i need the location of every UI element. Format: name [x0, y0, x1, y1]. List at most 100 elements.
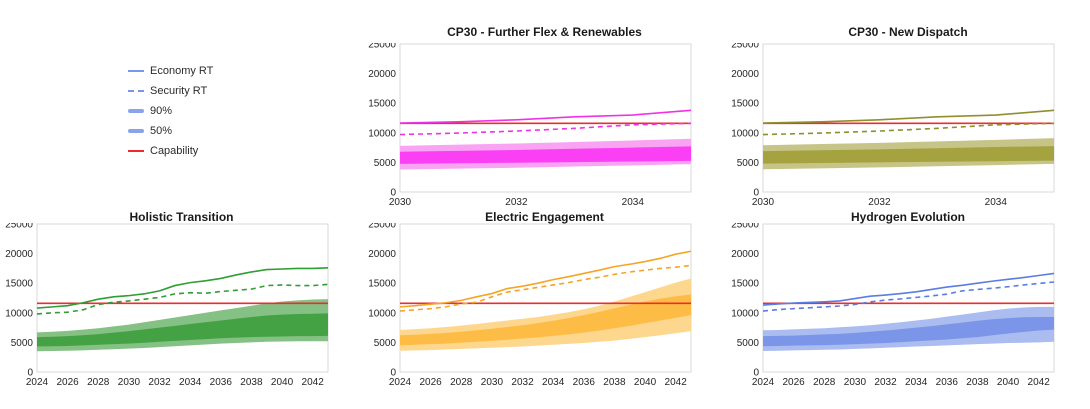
- svg-text:20000: 20000: [731, 249, 759, 260]
- svg-text:5000: 5000: [374, 338, 397, 349]
- svg-text:2028: 2028: [813, 377, 836, 388]
- svg-text:2028: 2028: [87, 377, 110, 388]
- svg-text:2034: 2034: [179, 377, 202, 388]
- svg-text:0: 0: [753, 188, 759, 199]
- svg-text:2040: 2040: [634, 377, 657, 388]
- legend-item-security-rt: Security RT: [128, 81, 213, 101]
- svg-text:5000: 5000: [11, 338, 34, 349]
- chart-title: CP30 - New Dispatch: [848, 25, 968, 39]
- svg-text:5000: 5000: [737, 158, 760, 169]
- svg-text:2026: 2026: [783, 377, 806, 388]
- chart-cell-electric-engagement: Electric Engagement 0 5000 10000 15000 20000…: [363, 204, 726, 409]
- svg-text:2032: 2032: [148, 377, 171, 388]
- svg-text:2036: 2036: [936, 377, 959, 388]
- svg-text:2030: 2030: [118, 377, 141, 388]
- svg-text:2032: 2032: [511, 377, 534, 388]
- svg-text:2024: 2024: [26, 377, 49, 388]
- chart-cell-cp30-further-flex-renewables: CP30 - Further Flex & Renewables 0 5000 10…: [363, 0, 726, 208]
- svg-text:10000: 10000: [731, 128, 759, 139]
- svg-text:2030: 2030: [752, 197, 775, 208]
- svg-text:0: 0: [27, 368, 33, 379]
- svg-text:2036: 2036: [210, 377, 233, 388]
- svg-text:15000: 15000: [368, 99, 396, 110]
- svg-text:25000: 25000: [368, 223, 396, 231]
- svg-text:2026: 2026: [57, 377, 80, 388]
- svg-text:2038: 2038: [603, 377, 626, 388]
- svg-text:10000: 10000: [368, 128, 396, 139]
- legend-item-90pct: 90%: [128, 101, 213, 121]
- svg-text:2038: 2038: [240, 377, 263, 388]
- svg-text:2030: 2030: [844, 377, 867, 388]
- svg-text:20000: 20000: [5, 249, 33, 260]
- chart-title: Electric Engagement: [485, 210, 604, 224]
- svg-text:2028: 2028: [450, 377, 473, 388]
- chart-title: CP30 - Further Flex & Renewables: [447, 25, 642, 39]
- svg-text:2032: 2032: [505, 197, 528, 208]
- svg-text:15000: 15000: [731, 279, 759, 290]
- svg-text:20000: 20000: [731, 69, 759, 80]
- hydrogen-evolution-plot: 0 5000 10000 15000 20000 25000 2024 2026 2028 203…: [731, 223, 1055, 388]
- legend-label: 50%: [150, 125, 173, 137]
- svg-text:10000: 10000: [5, 308, 33, 319]
- band-50pct-swatch: [128, 129, 144, 133]
- svg-text:15000: 15000: [731, 99, 759, 110]
- cp30-new-dispatch-plot: 0 5000 10000 15000 20000 25000 2030 2032 2034: [731, 43, 1055, 208]
- svg-text:2040: 2040: [997, 377, 1020, 388]
- svg-text:25000: 25000: [731, 43, 759, 51]
- svg-text:2034: 2034: [905, 377, 928, 388]
- legend: Economy RT Security RT 90% 50% Capabilit…: [128, 61, 213, 161]
- svg-text:2034: 2034: [542, 377, 565, 388]
- chart-cell-cp30-new-dispatch: CP30 - New Dispatch 0 5000 10000 15000 20000…: [726, 0, 1090, 208]
- chart-title: Hydrogen Evolution: [851, 210, 965, 224]
- svg-text:25000: 25000: [731, 223, 759, 231]
- svg-text:25000: 25000: [5, 223, 33, 231]
- chart-title: Holistic Transition: [129, 210, 234, 224]
- svg-text:2042: 2042: [665, 377, 688, 388]
- svg-text:2024: 2024: [752, 377, 775, 388]
- legend-item-50pct: 50%: [128, 121, 213, 141]
- svg-text:2034: 2034: [622, 197, 645, 208]
- svg-text:5000: 5000: [374, 158, 397, 169]
- legend-label: Economy RT: [150, 65, 214, 77]
- svg-text:20000: 20000: [368, 249, 396, 260]
- svg-text:10000: 10000: [368, 308, 396, 319]
- cp30-further-flex-renewables-plot: 0 5000 10000 15000 20000 25000 2030 2032 2034: [368, 43, 692, 208]
- svg-text:2030: 2030: [481, 377, 504, 388]
- chart-cell-holistic-transition: Holistic Transition 0 5000 10000 15000 20000…: [0, 204, 363, 409]
- svg-text:2032: 2032: [874, 377, 897, 388]
- svg-text:2030: 2030: [389, 197, 412, 208]
- legend-item-economy-rt: Economy RT: [128, 61, 213, 81]
- legend-label: 90%: [150, 105, 173, 117]
- svg-text:2038: 2038: [966, 377, 989, 388]
- svg-text:2024: 2024: [389, 377, 412, 388]
- svg-text:2036: 2036: [573, 377, 596, 388]
- band-90pct-swatch: [128, 109, 144, 113]
- svg-text:25000: 25000: [368, 43, 396, 51]
- legend-cell: Economy RT Security RT 90% 50% Capabilit…: [0, 0, 363, 204]
- svg-text:2032: 2032: [868, 197, 891, 208]
- legend-label: Security RT: [150, 85, 208, 97]
- svg-text:2042: 2042: [1028, 377, 1051, 388]
- svg-text:2040: 2040: [271, 377, 294, 388]
- svg-text:20000: 20000: [368, 69, 396, 80]
- svg-text:2034: 2034: [985, 197, 1008, 208]
- legend-item-capability: Capability: [128, 141, 213, 161]
- svg-text:0: 0: [390, 188, 396, 199]
- security-rt-dashed-line-swatch: [128, 90, 144, 92]
- svg-text:15000: 15000: [368, 279, 396, 290]
- svg-text:2026: 2026: [420, 377, 443, 388]
- chart-cell-hydrogen-evolution: Hydrogen Evolution 0 5000 10000 15000 20000 2…: [726, 204, 1090, 409]
- svg-text:2042: 2042: [302, 377, 325, 388]
- electric-engagement-plot: 0 5000 10000 15000 20000 25000 2024 2026 2028 203…: [368, 223, 692, 388]
- svg-text:15000: 15000: [5, 279, 33, 290]
- holistic-transition-plot: 0 5000 10000 15000 20000 25000 2024 2026 2028 203…: [5, 223, 329, 388]
- svg-text:10000: 10000: [731, 308, 759, 319]
- economy-rt-line-swatch: [128, 70, 144, 72]
- capability-line-swatch: [128, 150, 144, 152]
- svg-text:0: 0: [390, 368, 396, 379]
- legend-label: Capability: [150, 145, 199, 157]
- svg-text:0: 0: [753, 368, 759, 379]
- svg-text:5000: 5000: [737, 338, 760, 349]
